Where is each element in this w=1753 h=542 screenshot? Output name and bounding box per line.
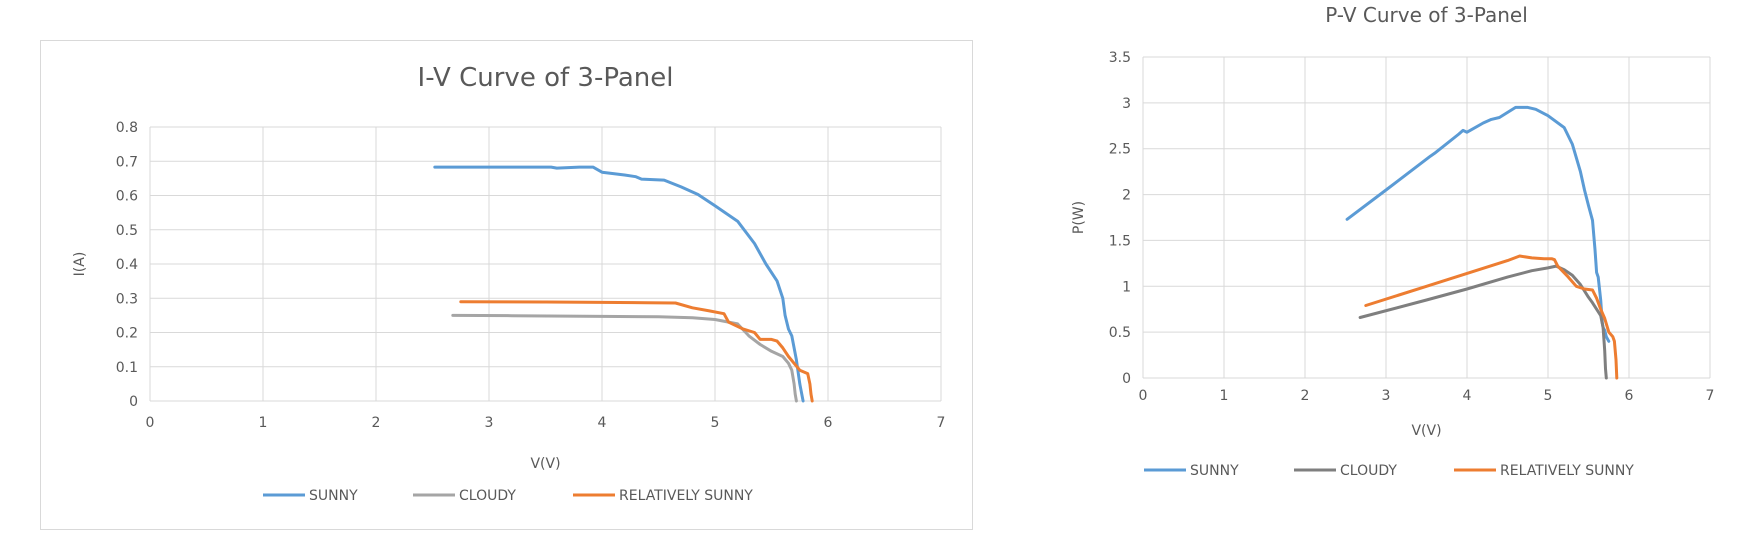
pv-y-axis-label: P(W) [1071,201,1087,234]
iv-legend-label: CLOUDY [459,488,516,504]
pv-x-tick-label: 7 [1706,388,1715,404]
iv-x-tick-label: 1 [259,415,268,431]
iv-chart-title: I-V Curve of 3-Panel [418,63,674,93]
iv-y-tick-label: 0.7 [116,154,138,170]
pv-y-tick-label: 1.5 [1109,233,1131,249]
pv-y-tick-label: 2.5 [1109,142,1131,158]
pv-legend-label: SUNNY [1190,463,1239,479]
iv-x-tick-label: 2 [372,415,381,431]
pv-legend-item: SUNNY [1144,463,1239,479]
pv-x-tick-label: 5 [1544,388,1553,404]
iv-y-tick-label: 0.5 [116,223,138,239]
pv-legend-label: RELATIVELY SUNNY [1500,463,1634,479]
pv-x-tick-label: 3 [1382,388,1391,404]
iv-x-tick-label: 6 [824,415,833,431]
pv-y-tick-label: 3.5 [1109,50,1131,66]
iv-chart-frame [40,40,973,530]
pv-chart-title: P-V Curve of 3-Panel [1325,3,1528,27]
pv-series-line-cloudy [1358,264,1608,380]
pv-legend-item: CLOUDY [1294,463,1397,479]
pv-series-line-relatively-sunny [1364,254,1619,380]
iv-x-tick-label: 5 [711,415,720,431]
pv-x-axis-label: V(V) [1411,423,1441,439]
pv-x-tick-label: 4 [1463,388,1472,404]
iv-y-tick-label: 0.2 [116,326,138,342]
iv-y-axis-label: I(A) [72,252,88,277]
iv-x-tick-label: 3 [485,415,494,431]
pv-legend-label: CLOUDY [1340,463,1397,479]
pv-x-tick-label: 6 [1625,388,1634,404]
iv-legend-item: SUNNY [263,488,358,504]
iv-x-tick-label: 0 [146,415,155,431]
iv-legend-item: CLOUDY [413,488,516,504]
iv-legend-item: RELATIVELY SUNNY [573,488,753,504]
pv-legend-item: RELATIVELY SUNNY [1454,463,1634,479]
iv-y-tick-label: 0 [129,394,138,410]
pv-y-tick-label: 0 [1122,371,1131,387]
pv-y-tick-label: 1 [1122,279,1131,295]
pv-x-tick-label: 0 [1139,388,1148,404]
iv-series-line-cloudy [451,313,798,403]
iv-y-tick-label: 0.4 [116,257,138,273]
iv-series-line-relatively-sunny [459,300,814,403]
iv-series-line-sunny [433,165,805,403]
pv-y-tick-label: 0.5 [1109,325,1131,341]
iv-x-tick-label: 7 [937,415,946,431]
pv-x-tick-label: 2 [1301,388,1310,404]
iv-y-tick-label: 0.1 [116,360,138,376]
iv-y-tick-label: 0.3 [116,291,138,307]
iv-legend-label: RELATIVELY SUNNY [619,488,753,504]
pv-y-tick-label: 3 [1122,96,1131,112]
iv-y-tick-label: 0.8 [116,120,138,136]
pv-y-tick-label: 2 [1122,188,1131,204]
iv-y-tick-label: 0.6 [116,189,138,205]
iv-x-tick-label: 4 [598,415,607,431]
iv-x-axis-label: V(V) [530,456,560,472]
iv-legend-label: SUNNY [309,488,358,504]
pv-x-tick-label: 1 [1220,388,1229,404]
